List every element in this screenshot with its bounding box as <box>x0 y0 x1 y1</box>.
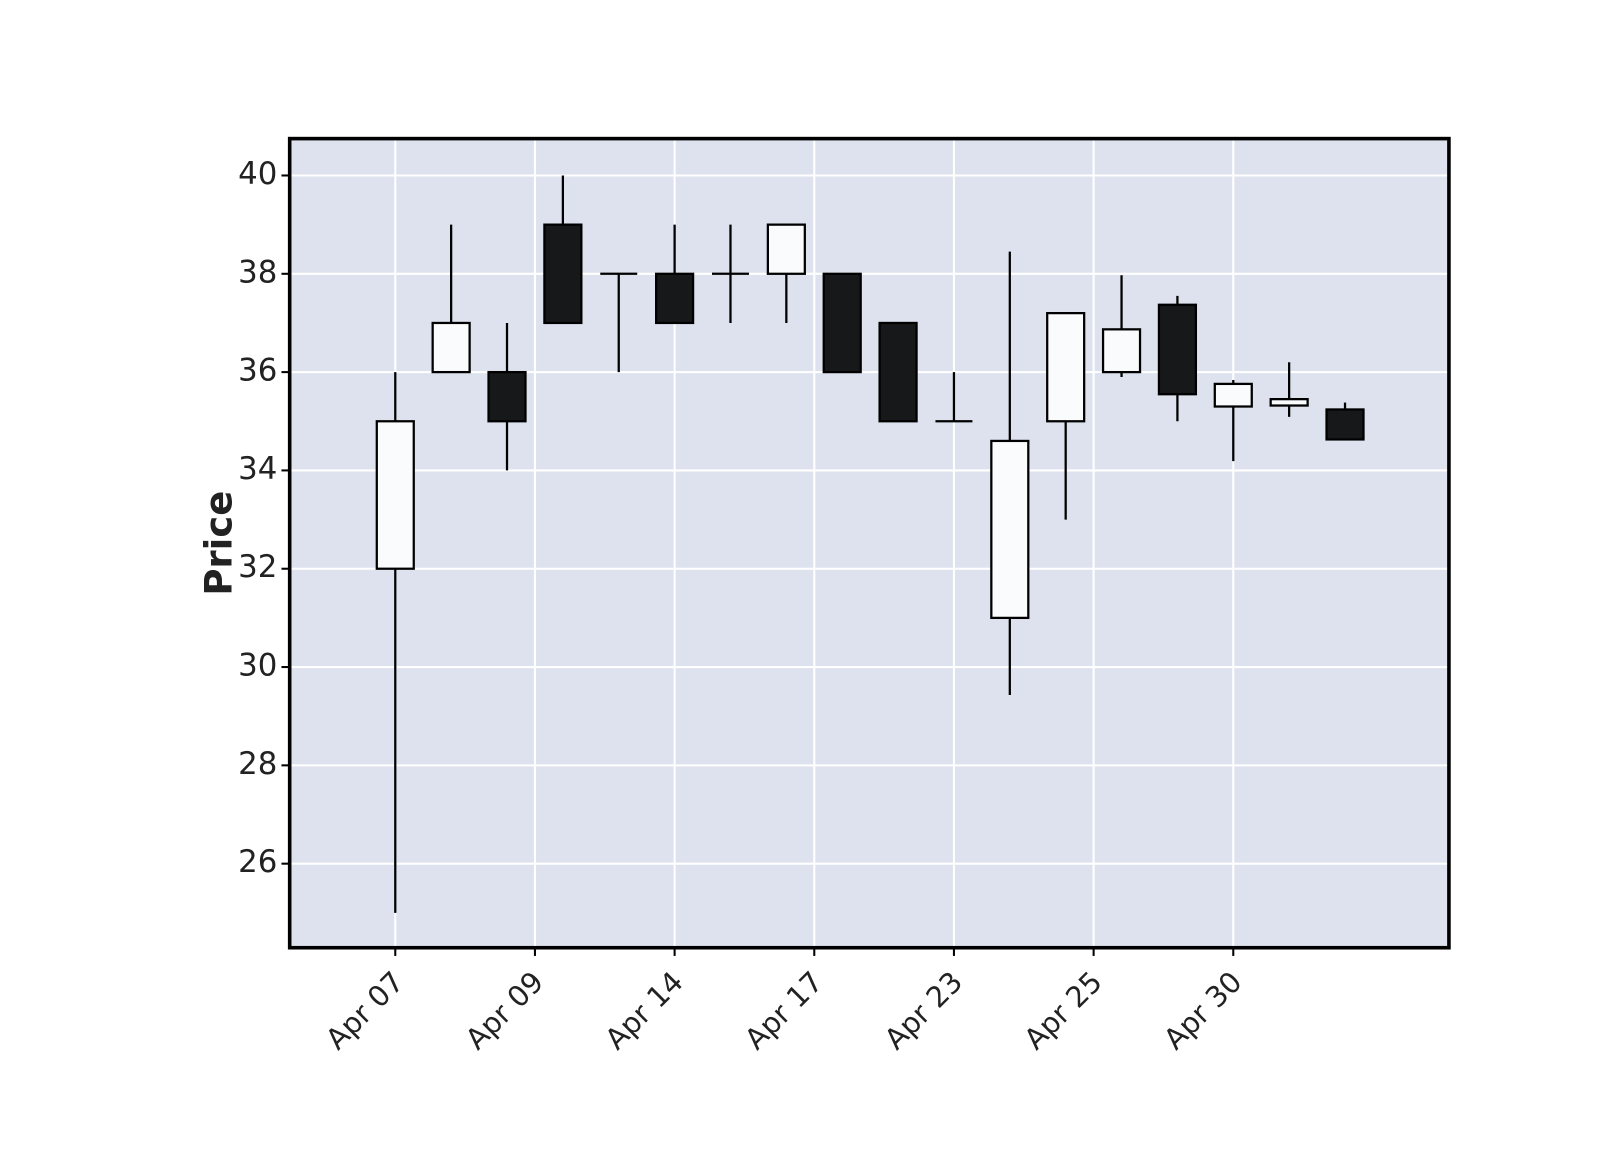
y-tick-label: 38 <box>238 254 277 290</box>
y-tick-label: 26 <box>238 844 277 880</box>
candle-body <box>1101 328 1142 374</box>
plot-frame <box>287 136 1451 950</box>
x-tick-label: Apr 25 <box>1017 965 1109 1057</box>
x-tick-label: Apr 07 <box>319 965 411 1057</box>
x-tick-label: Apr 14 <box>598 965 690 1057</box>
candle-body <box>1157 303 1198 396</box>
candle-body <box>822 272 862 374</box>
candle-body <box>375 420 415 570</box>
x-tick-label: Apr 09 <box>459 965 551 1057</box>
y-tick-label: 34 <box>238 451 277 487</box>
candle-body <box>1269 398 1309 407</box>
candle-body <box>766 223 806 275</box>
candle-body <box>1213 382 1253 408</box>
candle-body <box>878 321 918 423</box>
x-tick-label: Apr 17 <box>738 965 830 1057</box>
candle-body <box>487 370 527 423</box>
x-tick-label: Apr 23 <box>878 965 970 1057</box>
plot-area <box>289 138 1449 948</box>
y-axis-label: Price <box>197 491 240 596</box>
candle-body <box>1046 311 1086 423</box>
y-tick-label: 40 <box>238 156 277 192</box>
y-tick-label: 32 <box>238 549 277 585</box>
x-tick-label: Apr 30 <box>1157 965 1249 1057</box>
candle-body <box>543 223 583 325</box>
y-tick-label: 36 <box>238 353 277 389</box>
y-tick-label: 28 <box>238 746 277 782</box>
candle-body <box>1325 408 1365 441</box>
candles <box>375 175 1365 913</box>
y-tick-label: 30 <box>238 648 277 684</box>
candle-body <box>431 321 471 374</box>
candle-body <box>654 272 695 325</box>
candle-body <box>990 439 1030 620</box>
